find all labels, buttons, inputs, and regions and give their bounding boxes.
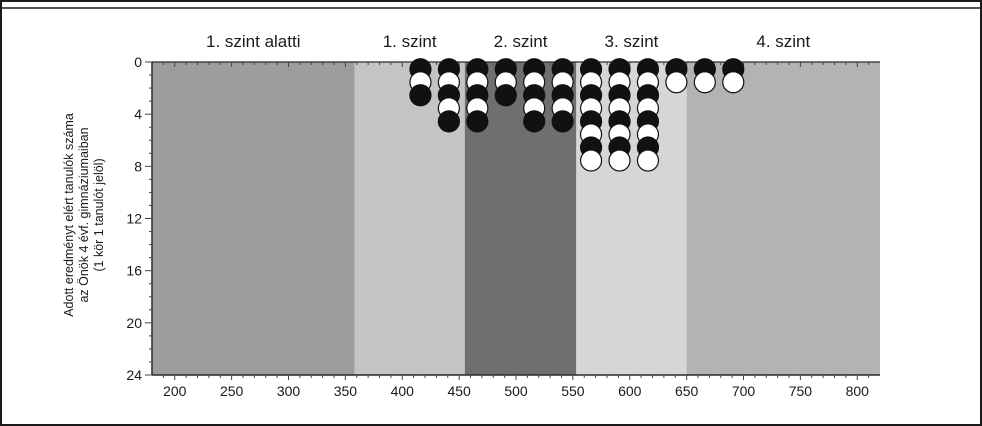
student-dot-white [722,71,745,94]
x-tick-label: 700 [732,383,756,399]
y-tick-label: 8 [134,158,142,174]
student-dot-white [579,149,603,172]
x-tick-label: 750 [789,383,813,399]
y-tick-label: 24 [126,367,142,383]
y-tick-label: 0 [134,54,142,70]
x-tick-label: 400 [391,383,415,399]
level-label-3: 2. szint [494,32,548,51]
student-dot-white [636,149,660,172]
level-label-1: 1. szint alatti [206,32,301,51]
x-tick-label: 550 [561,383,585,399]
student-dot-white [608,149,631,172]
student-dot-white [665,71,688,94]
y-tick-label: 12 [126,211,142,227]
y-tick-label: 20 [126,315,142,331]
student-dot-black [551,110,574,133]
student-dot-black [523,110,546,133]
y-tick-label: 16 [126,263,142,279]
x-tick-label: 600 [618,383,642,399]
level-band-1 [152,62,355,375]
student-dot-white [693,71,716,94]
y-axis-title-line: az Önök 4 évf. gimnáziumaiban [77,127,91,302]
x-tick-label: 450 [447,383,471,399]
x-tick-label: 300 [277,383,301,399]
level-band-5 [686,62,880,375]
level-label-2: 1. szint [383,32,437,51]
x-tick-label: 350 [334,383,358,399]
x-tick-label: 200 [163,383,187,399]
student-dot-black [437,110,460,133]
y-tick-label: 4 [134,106,142,122]
student-dot-black [494,84,517,107]
x-tick-label: 650 [675,383,699,399]
y-axis-title-line: (1 kör 1 tanulót jelöl) [92,158,106,271]
x-tick-label: 500 [504,383,528,399]
x-tick-label: 800 [846,383,870,399]
level-label-4: 3. szint [605,32,659,51]
x-tick-label: 250 [220,383,244,399]
student-dot-black [409,84,432,107]
y-axis-title-line: Adott eredményt elért tanulók száma [62,113,76,317]
student-dot-black [466,110,489,133]
level-label-5: 4. szint [756,32,810,51]
y-axis-title: Adott eredményt elért tanulók száma az Ön… [62,113,106,317]
